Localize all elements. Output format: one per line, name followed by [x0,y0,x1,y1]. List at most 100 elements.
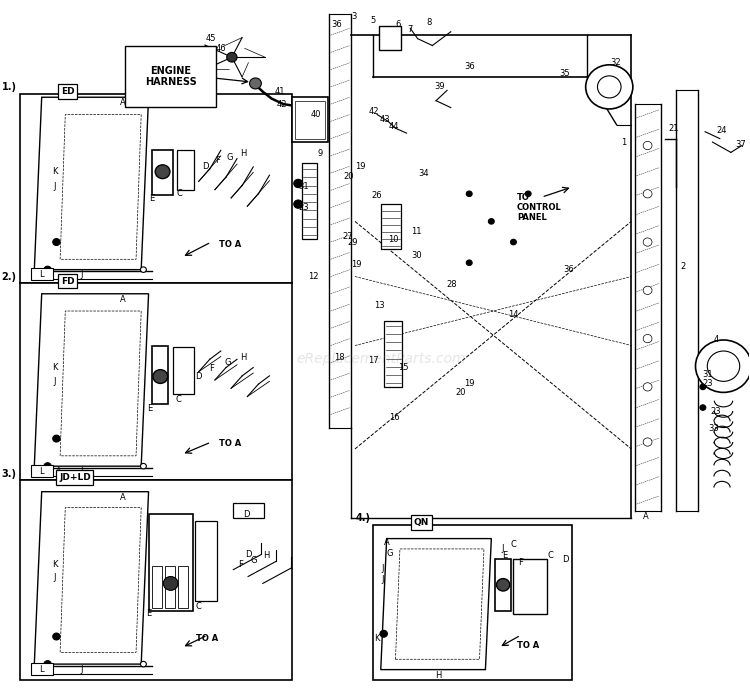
Text: L: L [39,665,44,674]
Text: D: D [202,162,208,171]
Text: 26: 26 [372,191,382,200]
Text: 15: 15 [398,363,408,372]
Bar [381,204,401,249]
Circle shape [44,661,51,668]
Circle shape [644,334,652,343]
Text: 19: 19 [355,162,365,171]
Bar [152,151,173,195]
Text: H: H [240,352,246,361]
Circle shape [496,578,510,591]
Bar [173,347,194,394]
Circle shape [164,576,178,590]
Text: 21: 21 [669,124,680,133]
Bar [296,101,325,139]
Text: J: J [80,665,82,674]
Text: L: L [39,270,44,279]
Bar [152,566,162,607]
Circle shape [525,191,531,196]
Text: 31: 31 [298,182,309,191]
Circle shape [700,384,706,390]
Text: JD+LD: JD+LD [59,473,91,482]
Text: 39: 39 [434,82,445,91]
Text: 2.): 2.) [2,272,16,282]
Text: 33: 33 [709,424,719,433]
Text: 36: 36 [332,20,342,29]
Circle shape [644,383,652,391]
Text: E: E [146,609,152,618]
Text: 10: 10 [388,236,398,245]
Text: TO A: TO A [517,641,539,650]
Bar [20,480,292,680]
Text: J: J [80,467,82,476]
Bar [148,515,193,611]
Text: 16: 16 [388,413,399,422]
Text: C: C [548,551,554,560]
Circle shape [644,438,652,446]
Bar [195,521,217,600]
Text: G: G [226,153,233,162]
Text: G: G [386,549,393,558]
Text: ED: ED [61,87,74,96]
Text: C: C [195,602,201,611]
Text: 46: 46 [215,44,226,53]
Text: C: C [176,189,182,198]
Text: D: D [195,372,201,381]
Bar [20,94,292,283]
Text: J: J [501,545,504,553]
Text: F: F [238,560,243,569]
Text: 1.): 1.) [2,82,16,93]
Text: 23: 23 [711,406,722,415]
Circle shape [700,405,706,410]
Circle shape [644,238,652,246]
Circle shape [140,464,146,469]
Circle shape [644,189,652,198]
Text: 17: 17 [368,356,379,365]
Circle shape [153,370,168,384]
Text: 19: 19 [351,260,361,269]
Text: TO
CONTROL
PANEL: TO CONTROL PANEL [517,193,562,223]
Bar [31,267,52,280]
Bar [302,163,316,238]
Text: 41: 41 [274,87,285,96]
Text: TO A: TO A [218,439,241,448]
Text: J: J [382,576,384,585]
Circle shape [155,165,170,178]
Text: J: J [80,270,82,279]
Text: 37: 37 [735,140,746,149]
Circle shape [511,239,517,245]
Text: TO A: TO A [196,634,219,643]
Text: 18: 18 [334,352,345,361]
Circle shape [598,76,621,98]
Text: F: F [518,558,524,567]
Text: 29: 29 [347,238,358,247]
Circle shape [695,340,750,392]
Text: A: A [120,295,126,304]
Text: 2: 2 [680,262,686,271]
Text: 43: 43 [380,115,390,124]
Text: 30: 30 [411,252,422,261]
Text: 19: 19 [464,379,475,388]
Text: 32: 32 [610,58,620,67]
Text: 40: 40 [310,110,321,119]
Bar [233,503,264,518]
Circle shape [140,267,146,272]
Circle shape [586,65,633,109]
Bar [178,566,188,607]
Text: 23: 23 [703,379,713,388]
Text: eReplacementParts.com: eReplacementParts.com [296,352,466,366]
Text: F: F [209,363,214,372]
Bar [177,151,194,190]
Text: 3: 3 [352,12,357,21]
Text: H: H [263,551,270,560]
Circle shape [226,53,237,62]
Circle shape [53,633,60,640]
Bar [20,283,292,480]
Text: K: K [53,363,58,372]
Bar [495,559,512,611]
Text: FD: FD [61,276,74,285]
Bar [292,97,328,142]
Text: 6: 6 [395,20,400,29]
Circle shape [140,661,146,667]
Text: 44: 44 [388,122,399,131]
Text: 1: 1 [621,138,626,146]
